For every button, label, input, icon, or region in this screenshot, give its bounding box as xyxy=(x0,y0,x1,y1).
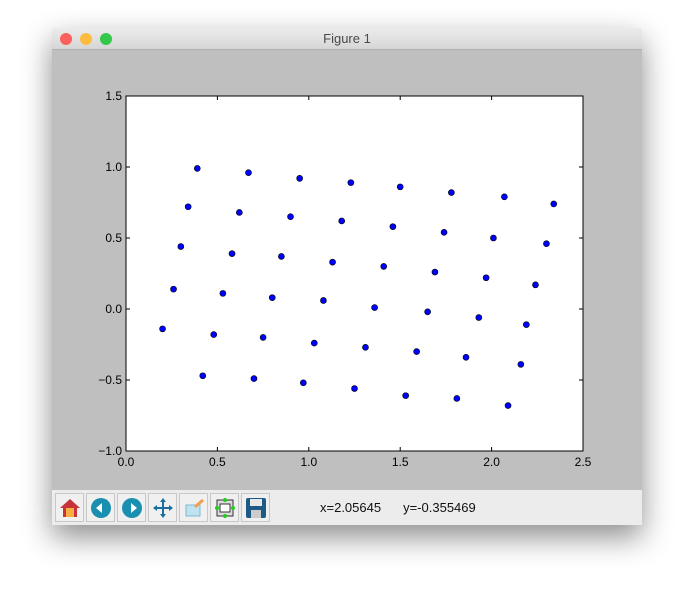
data-point xyxy=(504,402,512,409)
data-point xyxy=(380,263,388,270)
data-point xyxy=(210,331,218,338)
figure-canvas[interactable]: 0.0 0.5 1.0 1.5 2.0 2.5 −1.0 −0.5 0.0 0.5 1.0 1.5 xyxy=(52,50,642,490)
data-point xyxy=(278,253,285,260)
data-point xyxy=(532,281,539,289)
data-point xyxy=(177,243,185,250)
y-tick-label: 1.0 xyxy=(105,160,122,174)
x-tick-label: 0.5 xyxy=(209,455,226,469)
floppy-icon xyxy=(245,497,266,518)
data-point xyxy=(501,193,508,201)
data-point xyxy=(351,385,358,392)
data-point xyxy=(219,290,227,297)
arrow-right-icon xyxy=(121,497,142,518)
data-point xyxy=(448,189,455,196)
data-point xyxy=(431,268,439,276)
y-tick-label: 0.5 xyxy=(105,231,122,245)
save-button[interactable] xyxy=(241,493,270,522)
data-point xyxy=(300,379,307,387)
data-point xyxy=(550,200,558,208)
data-point xyxy=(268,294,276,301)
y-tick-label: 1.5 xyxy=(105,89,122,103)
arrow-left-icon xyxy=(90,497,111,518)
close-button[interactable] xyxy=(60,33,72,45)
data-point xyxy=(228,250,236,257)
y-coordinate-readout: y=-0.355469 xyxy=(403,500,476,515)
x-tick-label: 0.0 xyxy=(118,455,135,469)
data-point xyxy=(320,297,327,304)
x-coordinate-readout: x=2.05645 xyxy=(320,500,382,515)
subplots-button[interactable] xyxy=(210,493,239,522)
pan-button[interactable] xyxy=(148,493,177,522)
data-point xyxy=(402,392,409,399)
title-bar: Figure 1 xyxy=(52,28,642,50)
data-point xyxy=(462,353,470,361)
data-point xyxy=(170,285,177,293)
data-point xyxy=(475,314,483,321)
home-button[interactable] xyxy=(55,493,84,522)
navigation-toolbar: x=2.05645 y=-0.355469 xyxy=(52,490,642,525)
data-point xyxy=(250,375,258,382)
forward-button[interactable] xyxy=(117,493,146,522)
data-point xyxy=(236,209,243,216)
data-point xyxy=(362,344,369,351)
data-point xyxy=(184,203,192,211)
data-point xyxy=(396,183,404,191)
data-point xyxy=(440,229,448,236)
data-point xyxy=(287,213,294,220)
data-point xyxy=(371,304,378,311)
x-tick-label: 2.5 xyxy=(575,455,592,469)
y-tick-label: 0.0 xyxy=(105,302,122,316)
home-icon xyxy=(59,498,80,517)
x-tick-label: 1.0 xyxy=(300,455,317,469)
data-point xyxy=(296,175,303,182)
data-point xyxy=(193,165,201,172)
data-point xyxy=(389,223,397,230)
scatter-chart[interactable]: 0.0 0.5 1.0 1.5 2.0 2.5 −1.0 −0.5 0.0 0.5 1.0 1.5 xyxy=(52,50,642,490)
data-point xyxy=(523,321,530,328)
x-tick-label: 1.5 xyxy=(392,455,409,469)
data-point xyxy=(159,325,166,333)
data-point xyxy=(482,274,490,282)
data-point xyxy=(543,240,550,247)
data-point xyxy=(490,234,497,242)
move-icon xyxy=(152,497,173,518)
x-tick-label: 2.0 xyxy=(483,455,500,469)
data-point xyxy=(517,361,525,368)
zoom-rect-icon xyxy=(185,498,204,516)
data-point xyxy=(310,339,318,347)
back-button[interactable] xyxy=(86,493,115,522)
plot-area xyxy=(125,95,584,452)
y-tick-label: −1.0 xyxy=(98,444,122,458)
minimize-button[interactable] xyxy=(80,33,92,45)
data-point xyxy=(338,217,346,225)
data-point xyxy=(245,169,252,176)
data-point xyxy=(329,258,336,266)
data-point xyxy=(453,395,461,402)
data-point xyxy=(413,348,420,355)
data-point xyxy=(347,179,355,186)
figure-window: Figure 1 0.0 0.5 1.0 1.5 2.0 2.5 −1.0 −0.5 0.0 0.… xyxy=(52,28,642,525)
subplots-icon xyxy=(214,497,235,518)
zoom-window-button[interactable] xyxy=(100,33,112,45)
data-point xyxy=(424,308,431,316)
data-point xyxy=(199,372,207,380)
data-point xyxy=(259,334,267,341)
window-title: Figure 1 xyxy=(323,31,371,46)
y-tick-label: −0.5 xyxy=(98,373,122,387)
zoom-button[interactable] xyxy=(179,493,208,522)
